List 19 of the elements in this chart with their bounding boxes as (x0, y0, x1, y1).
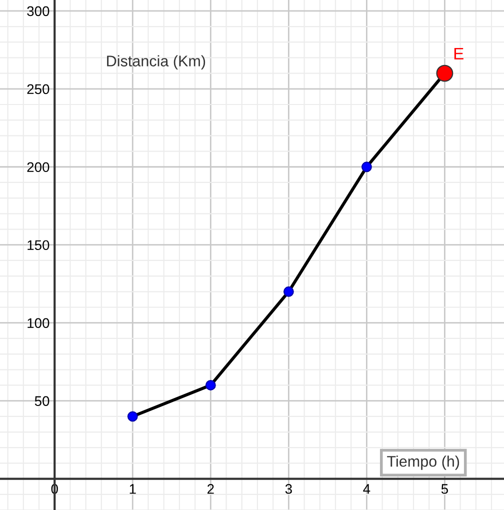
y-tick-label: 300 (27, 6, 50, 16)
point (127, 411, 138, 422)
y-tick-label: 150 (28, 240, 50, 250)
y-tick-label: 50 (34, 396, 50, 406)
point (361, 162, 372, 172)
series-label: E (454, 48, 464, 60)
y-tick-label: 200 (27, 162, 50, 172)
y-axis-title: Distancia (Km) (107, 55, 206, 70)
y-tick-label: 100 (28, 318, 50, 328)
point (205, 380, 216, 390)
point (283, 286, 294, 297)
x-tick-label: 2 (207, 484, 214, 494)
x-tick-label: 5 (441, 484, 448, 494)
x-tick-label: 4 (363, 484, 370, 494)
x-tick-label: 1 (130, 484, 136, 494)
x-axis-title: Tiempo (h) (387, 456, 460, 470)
x-tick-label: 3 (285, 484, 292, 494)
y-tick-label: 250 (27, 84, 50, 94)
point (436, 64, 454, 82)
